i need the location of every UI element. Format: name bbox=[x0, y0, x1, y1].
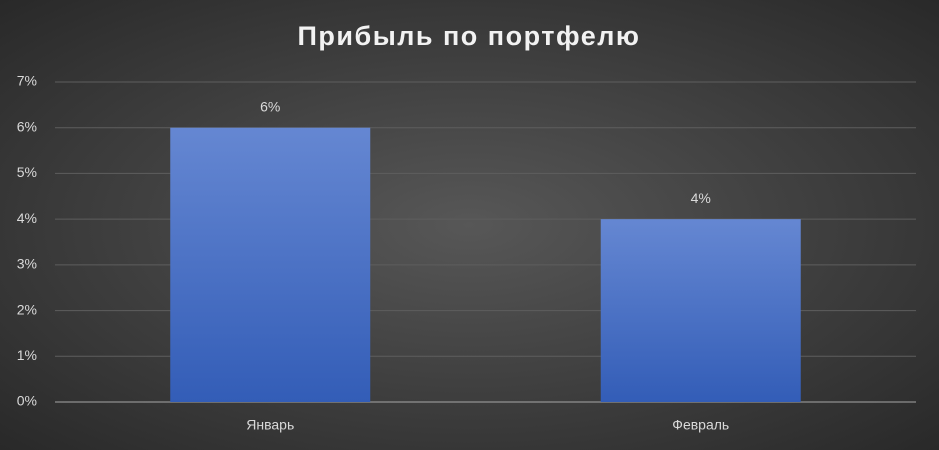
chart-title: Прибыль по портфелю bbox=[298, 21, 641, 51]
y-tick-label: 6% bbox=[17, 118, 37, 134]
data-label: 6% bbox=[260, 98, 280, 114]
y-tick-label: 5% bbox=[17, 164, 37, 180]
data-label: 4% bbox=[691, 190, 711, 206]
y-tick-label: 0% bbox=[17, 393, 37, 409]
bar bbox=[170, 127, 371, 402]
y-tick-label: 7% bbox=[17, 73, 37, 89]
y-tick-label: 4% bbox=[17, 210, 37, 226]
y-tick-label: 3% bbox=[17, 256, 37, 272]
bar bbox=[600, 219, 801, 402]
x-tick-label: Февраль bbox=[672, 417, 729, 433]
y-tick-label: 2% bbox=[17, 301, 37, 317]
x-tick-label: Январь bbox=[246, 417, 294, 433]
y-tick-label: 1% bbox=[17, 347, 37, 363]
